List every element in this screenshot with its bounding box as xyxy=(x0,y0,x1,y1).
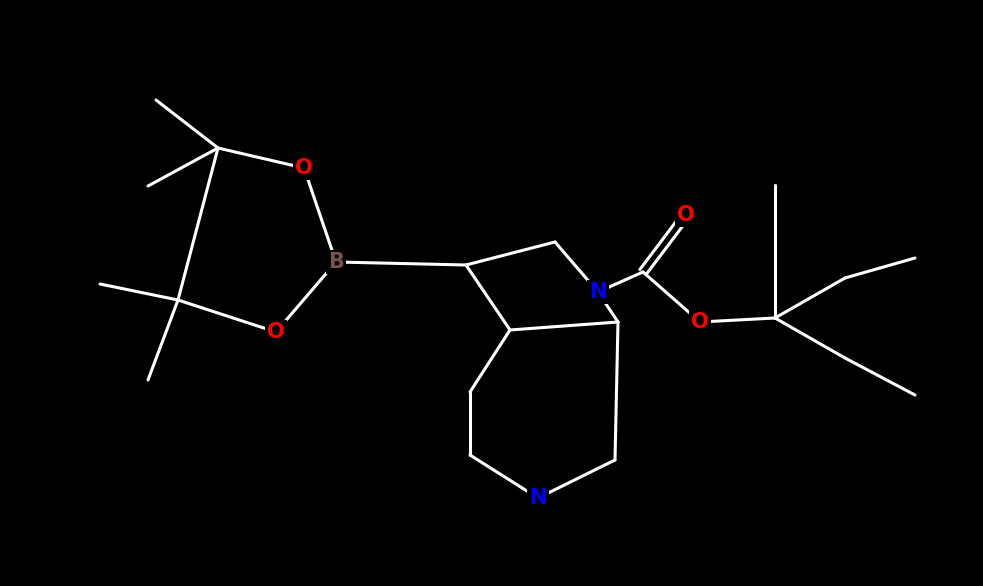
Text: N: N xyxy=(529,488,547,508)
Text: B: B xyxy=(328,252,344,272)
Text: N: N xyxy=(590,282,607,302)
Text: O: O xyxy=(691,312,709,332)
Text: O: O xyxy=(295,158,313,178)
Text: O: O xyxy=(677,205,695,225)
Text: O: O xyxy=(267,322,285,342)
